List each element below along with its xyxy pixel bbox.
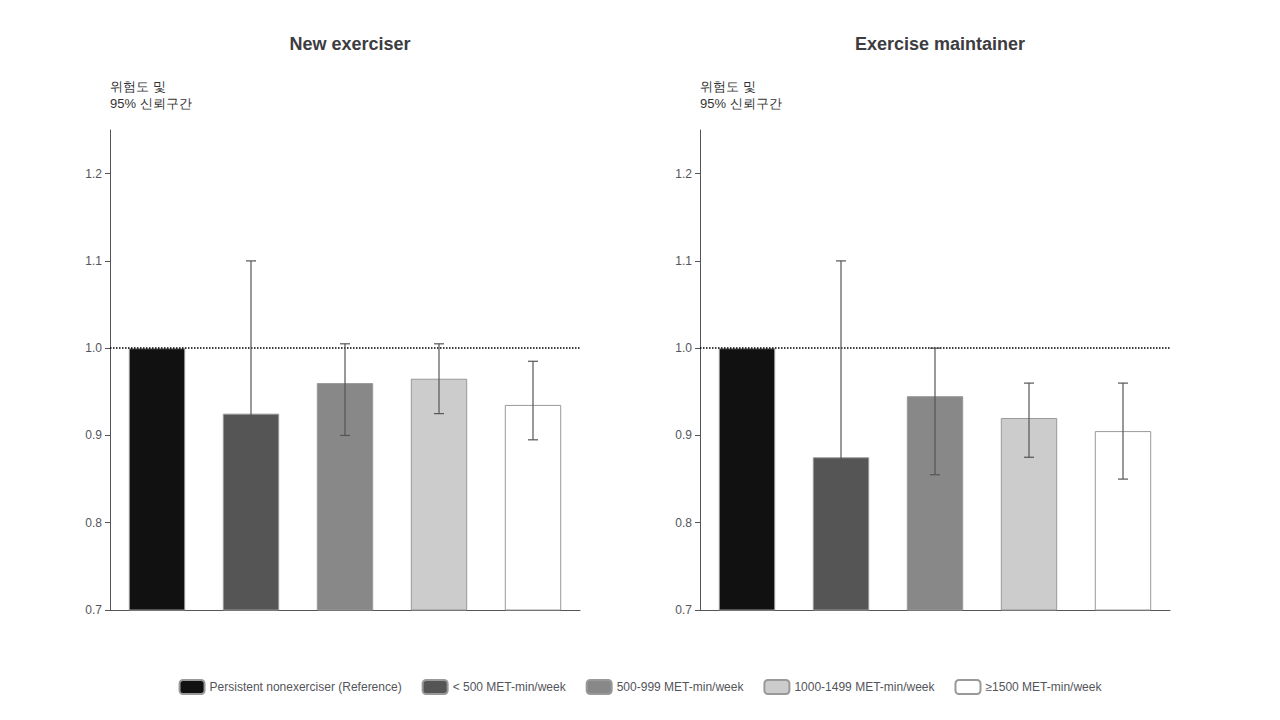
svg-text:위험도 및: 위험도 및	[110, 79, 166, 94]
svg-text:≥1500 MET-min/week: ≥1500 MET-min/week	[985, 680, 1102, 694]
svg-text:Exercise maintainer: Exercise maintainer	[855, 34, 1025, 54]
svg-text:1.0: 1.0	[85, 341, 102, 355]
svg-text:1.2: 1.2	[85, 167, 102, 181]
svg-text:< 500 MET-min/week: < 500 MET-min/week	[453, 680, 567, 694]
svg-text:0.8: 0.8	[675, 516, 692, 530]
svg-text:1.0: 1.0	[675, 341, 692, 355]
svg-text:0.9: 0.9	[85, 428, 102, 442]
svg-text:New exerciser: New exerciser	[289, 34, 410, 54]
svg-text:1.1: 1.1	[675, 254, 692, 268]
svg-text:95% 신뢰구간: 95% 신뢰구간	[700, 96, 782, 111]
svg-text:위험도 및: 위험도 및	[700, 79, 756, 94]
svg-text:1.1: 1.1	[85, 254, 102, 268]
svg-text:1000-1499 MET-min/week: 1000-1499 MET-min/week	[794, 680, 935, 694]
svg-text:0.9: 0.9	[675, 428, 692, 442]
svg-text:500-999 MET-min/week: 500-999 MET-min/week	[617, 680, 745, 694]
svg-text:1.2: 1.2	[675, 167, 692, 181]
svg-text:0.7: 0.7	[675, 603, 692, 617]
svg-text:0.8: 0.8	[85, 516, 102, 530]
svg-text:Persistent nonexerciser (Refer: Persistent nonexerciser (Reference)	[210, 680, 402, 694]
svg-text:0.7: 0.7	[85, 603, 102, 617]
svg-text:95% 신뢰구간: 95% 신뢰구간	[110, 96, 192, 111]
